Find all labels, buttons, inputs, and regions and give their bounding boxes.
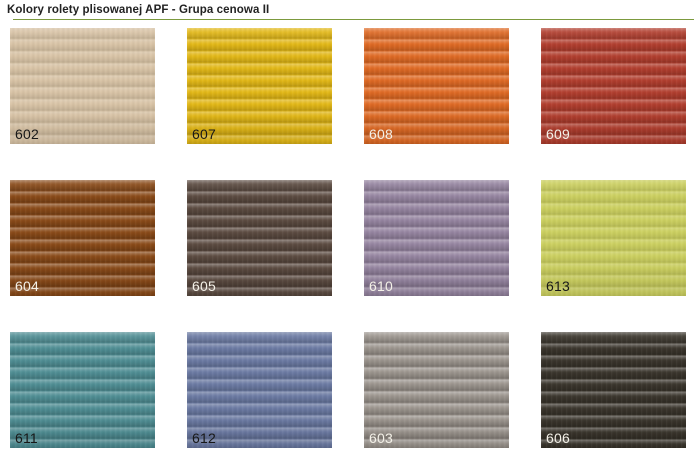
swatch-weave-texture (10, 332, 155, 448)
swatch-weave-texture (364, 28, 509, 144)
color-swatch[interactable]: 612 (187, 332, 332, 448)
swatch-shading (364, 180, 509, 296)
swatch-weave-texture (10, 180, 155, 296)
color-swatch[interactable]: 610 (364, 180, 509, 296)
color-swatch[interactable]: 606 (541, 332, 686, 448)
swatch-color-fill (187, 332, 332, 448)
swatch-code-label: 602 (15, 126, 39, 142)
swatch-code-label: 607 (192, 126, 216, 142)
swatch-pleat-texture (10, 28, 155, 144)
swatch-shading (541, 180, 686, 296)
swatch-color-fill (364, 28, 509, 144)
swatch-code-label: 609 (546, 126, 570, 142)
color-swatch-grid: 602 607 608 609 604 605 610 613 611 612 603 606 (10, 28, 690, 448)
swatch-weave-texture (187, 28, 332, 144)
swatch-pleat-texture (187, 28, 332, 144)
swatch-pleat-texture (10, 332, 155, 448)
page-title: Kolory rolety plisowanej APF - Grupa cen… (7, 4, 270, 16)
color-swatch[interactable]: 602 (10, 28, 155, 144)
swatch-code-label: 608 (369, 126, 393, 142)
swatch-pleat-texture (187, 180, 332, 296)
swatch-pleat-texture (541, 332, 686, 448)
swatch-code-label: 603 (369, 430, 393, 446)
title-divider (13, 19, 694, 20)
swatch-color-fill (187, 180, 332, 296)
swatch-shading (541, 28, 686, 144)
swatch-pleat-texture (187, 332, 332, 448)
swatch-color-fill (541, 180, 686, 296)
swatch-code-label: 611 (15, 430, 38, 446)
swatch-color-fill (10, 180, 155, 296)
page-header: Kolory rolety plisowanej APF - Grupa cen… (0, 0, 700, 20)
swatch-color-fill (187, 28, 332, 144)
swatch-code-label: 612 (192, 430, 216, 446)
swatch-pleat-texture (364, 332, 509, 448)
swatch-code-label: 606 (546, 430, 570, 446)
swatch-shading (10, 332, 155, 448)
swatch-shading (187, 180, 332, 296)
color-swatch[interactable]: 608 (364, 28, 509, 144)
swatch-weave-texture (187, 332, 332, 448)
swatch-code-label: 604 (15, 278, 39, 294)
color-swatch[interactable]: 613 (541, 180, 686, 296)
color-swatch[interactable]: 607 (187, 28, 332, 144)
swatch-shading (10, 28, 155, 144)
color-swatch[interactable]: 605 (187, 180, 332, 296)
swatch-color-fill (10, 28, 155, 144)
swatch-color-fill (10, 332, 155, 448)
swatch-pleat-texture (10, 180, 155, 296)
swatch-weave-texture (541, 180, 686, 296)
swatch-shading (187, 28, 332, 144)
swatch-weave-texture (541, 28, 686, 144)
swatch-shading (10, 180, 155, 296)
swatch-pleat-texture (364, 28, 509, 144)
swatch-color-fill (541, 28, 686, 144)
swatch-color-fill (541, 332, 686, 448)
swatch-weave-texture (187, 180, 332, 296)
swatch-shading (187, 332, 332, 448)
color-swatch[interactable]: 609 (541, 28, 686, 144)
swatch-pleat-texture (364, 180, 509, 296)
swatch-weave-texture (364, 180, 509, 296)
swatch-pleat-texture (541, 180, 686, 296)
swatch-pleat-texture (541, 28, 686, 144)
color-swatch[interactable]: 604 (10, 180, 155, 296)
swatch-weave-texture (541, 332, 686, 448)
swatch-code-label: 605 (192, 278, 216, 294)
swatch-shading (364, 28, 509, 144)
swatch-color-fill (364, 180, 509, 296)
color-swatch[interactable]: 603 (364, 332, 509, 448)
swatch-code-label: 613 (546, 278, 570, 294)
color-swatch[interactable]: 611 (10, 332, 155, 448)
swatch-color-fill (364, 332, 509, 448)
swatch-weave-texture (10, 28, 155, 144)
swatch-weave-texture (364, 332, 509, 448)
swatch-shading (541, 332, 686, 448)
swatch-code-label: 610 (369, 278, 393, 294)
swatch-shading (364, 332, 509, 448)
